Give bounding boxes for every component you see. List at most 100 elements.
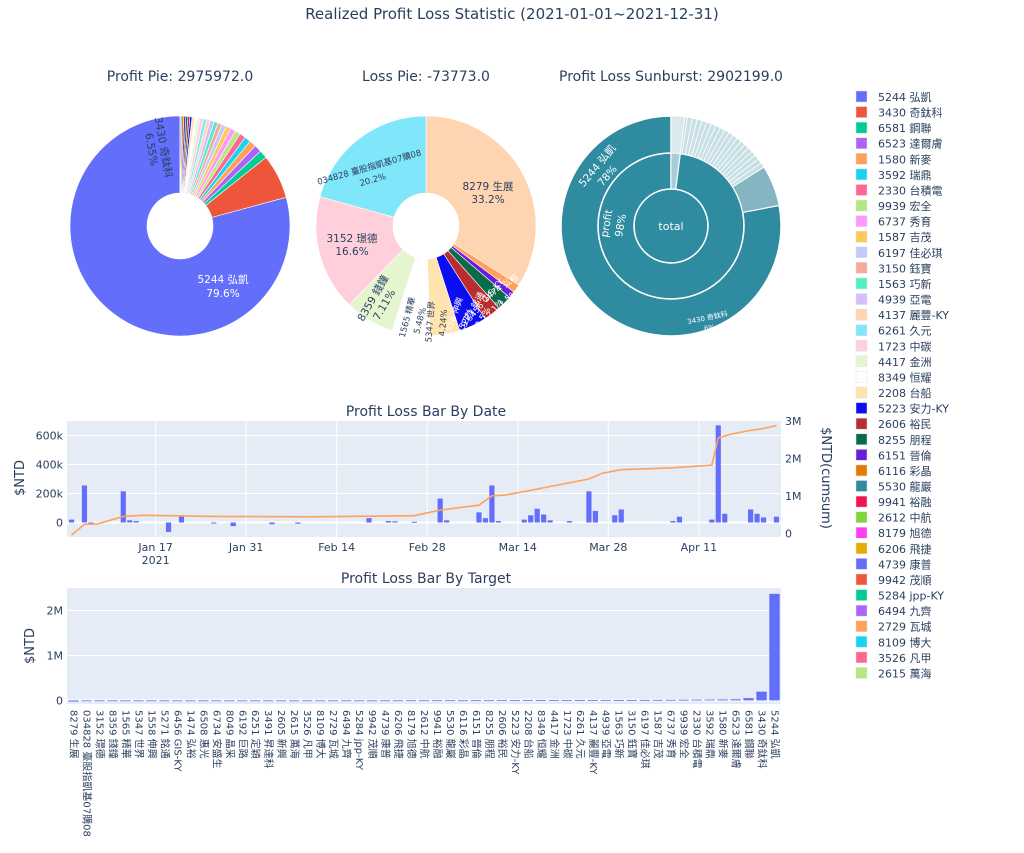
legend-swatch bbox=[855, 464, 868, 477]
target-bar-47 bbox=[678, 699, 689, 701]
legend-item[interactable]: 2615 萬海 bbox=[855, 666, 932, 680]
legend-item[interactable]: 3430 奇鈦科 bbox=[855, 106, 943, 120]
target-bar-3 bbox=[107, 700, 118, 702]
target-bar-23 bbox=[366, 700, 378, 702]
legend-item[interactable]: 1563 巧新 bbox=[855, 277, 932, 291]
target-bar-xtick-39: 6261 久元 bbox=[574, 710, 586, 759]
legend-item[interactable]: 1587 吉茂 bbox=[855, 230, 932, 244]
legend-item[interactable]: 9942 茂順 bbox=[855, 573, 932, 587]
target-bar-32 bbox=[483, 700, 495, 702]
date-bar-4 bbox=[127, 520, 133, 523]
legend-item[interactable]: 4939 亞電 bbox=[855, 293, 932, 307]
legend-label: 6737 秀育 bbox=[878, 215, 932, 229]
target-bar-33 bbox=[496, 700, 508, 702]
target-bar-xtick-45: 1587 吉茂 bbox=[652, 710, 665, 759]
legend-item[interactable]: 4417 金洲 bbox=[855, 355, 932, 369]
legend-item[interactable]: 6737 秀育 bbox=[855, 215, 932, 229]
target-bar-xtick-44: 6197 佳必琪 bbox=[639, 710, 652, 769]
legend-label: 4739 康普 bbox=[878, 557, 932, 571]
legend-swatch bbox=[855, 230, 868, 243]
target-bar-xtick-23: 9942 茂順 bbox=[366, 710, 379, 759]
target-bar-37 bbox=[548, 700, 560, 701]
target-bar-xtick-50: 1580 新麥 bbox=[717, 710, 730, 759]
target-bar-plot-area bbox=[67, 588, 781, 704]
legend-label: 6151 晉倫 bbox=[878, 448, 932, 462]
legend-item[interactable]: 6206 飛捷 bbox=[855, 542, 932, 556]
legend-item[interactable]: 6581 鋼聯 bbox=[855, 121, 932, 135]
legend-item[interactable]: 2729 瓦城 bbox=[855, 620, 932, 634]
date-bar-34 bbox=[709, 519, 715, 523]
legend-label: 5530 龍巖 bbox=[878, 480, 932, 494]
date-bar-17 bbox=[444, 520, 450, 523]
legend-item[interactable]: 9939 宏全 bbox=[855, 199, 932, 213]
loss-pie-slice-0 bbox=[425, 115, 537, 286]
legend-item[interactable]: 3150 鈺寶 bbox=[855, 261, 932, 275]
target-bar-xtick-15: 3491 昇達科 bbox=[262, 710, 275, 769]
legend-item[interactable]: 9941 裕融 bbox=[855, 495, 932, 509]
legend-item[interactable]: 5223 安力-KY bbox=[855, 402, 949, 416]
target-bar-30 bbox=[457, 700, 469, 702]
legend-item[interactable]: 2606 裕民 bbox=[855, 417, 932, 431]
date-bar-33 bbox=[676, 516, 683, 523]
sunburst-outer-loss bbox=[670, 115, 686, 155]
date-bar-27 bbox=[566, 521, 573, 523]
loss-pie-slice-10 bbox=[319, 115, 427, 218]
legend-item[interactable]: 6197 佳必琪 bbox=[855, 246, 943, 260]
legend-item[interactable]: 3592 瑞鼎 bbox=[855, 168, 932, 182]
date-bar-15 bbox=[411, 521, 417, 523]
legend-label: 2729 瓦城 bbox=[878, 621, 932, 634]
target-bar-17 bbox=[288, 700, 300, 702]
legend-item[interactable]: 4137 麗豐-KY bbox=[855, 308, 949, 322]
legend-swatch bbox=[855, 604, 868, 617]
legend-label: 6206 飛捷 bbox=[878, 542, 932, 556]
legend-swatch bbox=[855, 449, 868, 461]
legend-item[interactable]: 1723 中碳 bbox=[855, 339, 932, 353]
target-bar-xtick-14: 6251 定穎 bbox=[249, 710, 262, 759]
legend-item[interactable]: 2612 中航 bbox=[855, 511, 932, 525]
legend-item[interactable]: 6151 晉倫 bbox=[855, 448, 932, 462]
legend-item[interactable]: 6523 達爾膚 bbox=[855, 137, 943, 151]
date-bar-20 bbox=[489, 485, 495, 523]
target-bar-10 bbox=[198, 700, 209, 702]
loss-pie-label-2: 3152 璟德 bbox=[326, 232, 378, 245]
legend-item[interactable]: 6494 九齊 bbox=[855, 604, 932, 618]
target-bar-13 bbox=[237, 700, 248, 702]
legend-label: 3150 鈺寶 bbox=[878, 261, 932, 275]
legend-swatch bbox=[855, 308, 868, 321]
legend-label: 1587 吉茂 bbox=[878, 230, 932, 244]
legend-item[interactable]: 8349 恒耀 bbox=[855, 371, 932, 384]
target-bar-25 bbox=[392, 700, 404, 702]
target-bar-21 bbox=[340, 700, 352, 702]
sunburst-inner-pct: 98% bbox=[613, 213, 629, 238]
legend-item[interactable]: 2330 台積電 bbox=[855, 183, 943, 197]
date-bar-36 bbox=[722, 513, 728, 523]
target-bar-xtick-5: 5347 世界 bbox=[132, 710, 144, 759]
date-bar-14 bbox=[392, 521, 398, 523]
legend-swatch bbox=[855, 262, 868, 274]
legend-item[interactable]: 8255 朋程 bbox=[855, 433, 932, 447]
legend-item[interactable]: 1580 新麥 bbox=[855, 152, 932, 166]
target-bar-xtick-8: 6456 GIS-KY bbox=[171, 710, 182, 772]
legend-item[interactable]: 5530 龍巖 bbox=[855, 480, 932, 494]
target-bar-xtick-53: 3430 奇鈦科 bbox=[756, 710, 769, 769]
legend-item[interactable]: 5244 弘凱 bbox=[855, 90, 932, 104]
date-bar-y2label: $NTD(cumsum) bbox=[818, 427, 833, 529]
target-bar-35 bbox=[522, 700, 534, 701]
legend-item[interactable]: 3526 凡甲 bbox=[855, 651, 932, 665]
legend-item[interactable]: 4739 康普 bbox=[855, 557, 932, 571]
target-bar-34 bbox=[509, 700, 521, 702]
legend-item[interactable]: 8109 博大 bbox=[855, 635, 932, 649]
legend-item[interactable]: 6116 彩晶 bbox=[855, 464, 932, 478]
target-bar-chart: 0 1M 2M 8279 生展 034828 臺股指凱基07購08 3152 璟德 8359… bbox=[47, 588, 781, 837]
date-bar-11 bbox=[295, 522, 301, 524]
legend-item[interactable]: 5284 jpp-KY bbox=[855, 589, 944, 603]
legend-item[interactable]: 8179 旭德 bbox=[855, 526, 932, 540]
legend-item[interactable]: 2208 台船 bbox=[855, 386, 932, 400]
legend-swatch bbox=[855, 417, 868, 430]
date-bar-xtick-4: Mar 14 bbox=[499, 541, 537, 554]
target-bar-38 bbox=[561, 700, 572, 701]
date-bar-24 bbox=[534, 508, 540, 523]
target-bar-49 bbox=[704, 699, 715, 701]
legend-item[interactable]: 6261 久元 bbox=[855, 324, 932, 338]
